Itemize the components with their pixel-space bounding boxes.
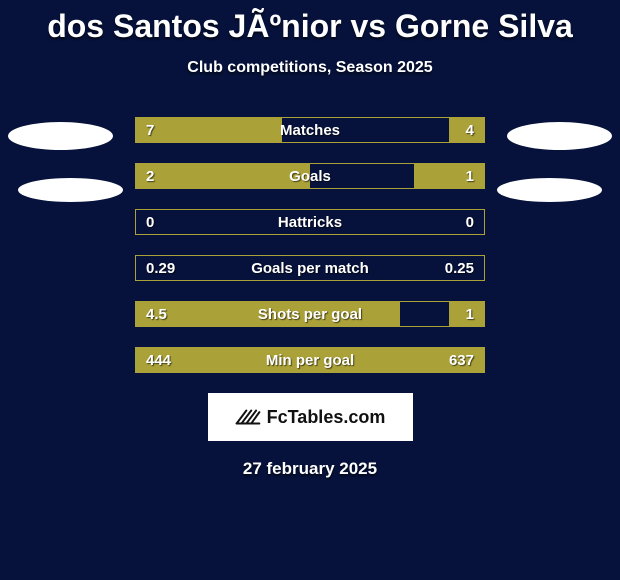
page-title: dos Santos JÃºnior vs Gorne Silva (0, 0, 620, 45)
stat-label: Hattricks (136, 210, 484, 234)
stat-row: 444637Min per goal (135, 347, 485, 373)
stat-row: 21Goals (135, 163, 485, 189)
comparison-chart: 74Matches 21Goals 00Hattricks 0.290.25Goals… (135, 117, 485, 373)
fctables-logo: FcTables.com (208, 393, 413, 441)
stat-label: Matches (136, 118, 484, 142)
stat-label: Goals (136, 164, 484, 188)
stat-row: 74Matches (135, 117, 485, 143)
stat-label: Goals per match (136, 256, 484, 280)
pitch-icon (235, 406, 261, 428)
stat-row: 0.290.25Goals per match (135, 255, 485, 281)
page-subtitle: Club competitions, Season 2025 (0, 59, 620, 77)
decor-ellipse (18, 178, 123, 202)
decor-ellipse (507, 122, 612, 150)
stat-label: Min per goal (136, 348, 484, 372)
stat-row: 4.51Shots per goal (135, 301, 485, 327)
decor-ellipse (497, 178, 602, 202)
decor-ellipse (8, 122, 113, 150)
date-label: 27 february 2025 (0, 459, 620, 479)
logo-text: FcTables.com (267, 407, 386, 428)
stat-label: Shots per goal (136, 302, 484, 326)
stat-row: 00Hattricks (135, 209, 485, 235)
